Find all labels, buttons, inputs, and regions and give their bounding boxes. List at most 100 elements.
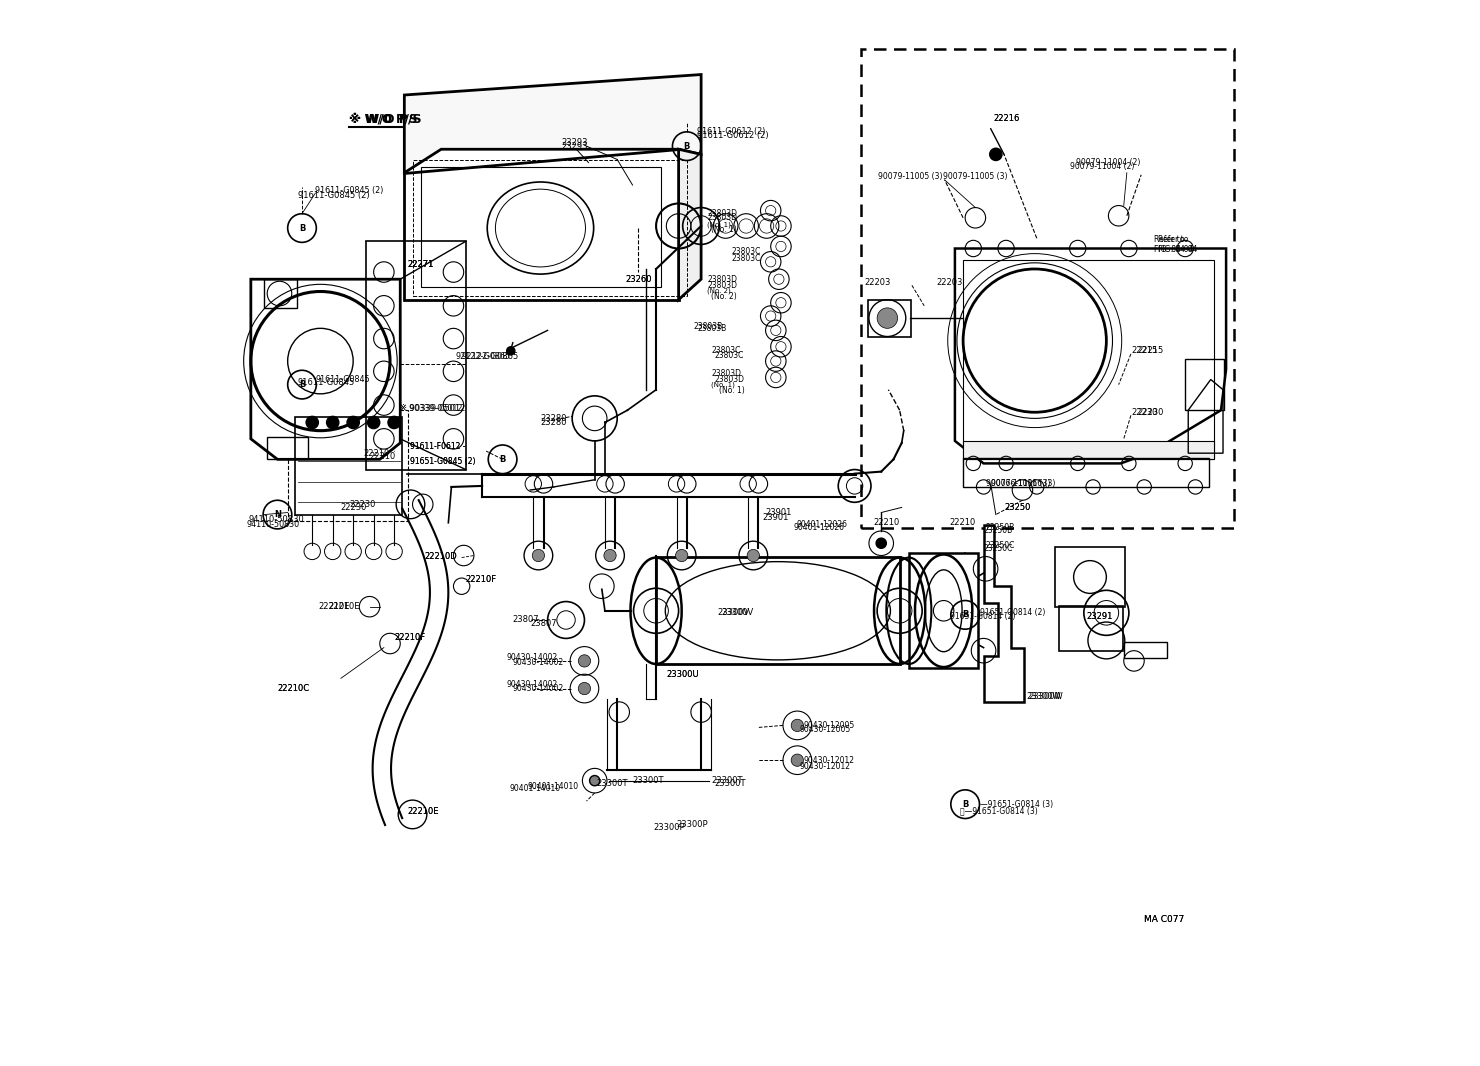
Text: 23901: 23901 bbox=[762, 513, 789, 522]
Text: 91611-G0612 (2): 91611-G0612 (2) bbox=[697, 127, 765, 136]
Text: 90430-14002: 90430-14002 bbox=[512, 684, 564, 693]
Text: ※ W/O P/S: ※ W/O P/S bbox=[349, 112, 422, 125]
Text: 23250: 23250 bbox=[1003, 503, 1030, 512]
Bar bbox=[963, 260, 1214, 459]
Text: 22230: 22230 bbox=[1137, 407, 1163, 417]
Text: 23291: 23291 bbox=[1086, 612, 1113, 621]
Text: 91611-F0612 -: 91611-F0612 - bbox=[410, 441, 466, 451]
Text: (No. 1): (No. 1) bbox=[712, 225, 737, 233]
Text: 90079-11005 (3): 90079-11005 (3) bbox=[878, 173, 943, 181]
Text: 94110-50830: 94110-50830 bbox=[247, 520, 300, 530]
Text: 22210: 22210 bbox=[873, 518, 900, 528]
Circle shape bbox=[792, 720, 804, 731]
Text: 90401-12026: 90401-12026 bbox=[793, 523, 844, 532]
Text: 23803B: 23803B bbox=[697, 324, 727, 333]
Text: 90401-14010: 90401-14010 bbox=[509, 785, 561, 793]
Text: 90076-11016 (3): 90076-11016 (3) bbox=[990, 480, 1055, 488]
Text: 23807: 23807 bbox=[530, 618, 556, 628]
Text: 90401-12026: 90401-12026 bbox=[796, 520, 847, 530]
Circle shape bbox=[579, 682, 591, 695]
Text: 22271: 22271 bbox=[407, 260, 434, 270]
Circle shape bbox=[327, 417, 339, 429]
Text: 23807: 23807 bbox=[512, 615, 539, 625]
Circle shape bbox=[367, 417, 380, 429]
Text: B: B bbox=[499, 455, 506, 464]
Text: 91611-F0612 -: 91611-F0612 - bbox=[410, 441, 466, 451]
Text: 90079-11005 (3): 90079-11005 (3) bbox=[943, 173, 1006, 181]
Text: 23250B: 23250B bbox=[984, 527, 1012, 535]
Text: 22210E: 22210E bbox=[329, 602, 360, 611]
Text: 94110-50830: 94110-50830 bbox=[249, 515, 305, 524]
Text: 23300P: 23300P bbox=[676, 820, 707, 829]
Bar bbox=[656, 556, 900, 664]
Text: 23803D: 23803D bbox=[707, 275, 737, 284]
Bar bbox=[263, 279, 297, 308]
Circle shape bbox=[675, 549, 688, 562]
Text: 23803D: 23803D bbox=[707, 213, 737, 223]
Text: B: B bbox=[684, 142, 690, 150]
Bar bbox=[295, 418, 403, 515]
Text: 23250C: 23250C bbox=[986, 540, 1015, 550]
Text: 23803D: 23803D bbox=[712, 369, 741, 377]
Text: 22210E: 22210E bbox=[407, 807, 440, 815]
Text: (No. 2): (No. 2) bbox=[712, 292, 737, 301]
Text: 90076-11016 (3): 90076-11016 (3) bbox=[986, 480, 1049, 488]
Text: 23803D: 23803D bbox=[707, 280, 737, 290]
Text: ※ 90339-05012: ※ 90339-05012 bbox=[400, 404, 466, 413]
Text: 91651-G0845 (2): 91651-G0845 (2) bbox=[410, 457, 477, 466]
Text: 23260: 23260 bbox=[626, 275, 651, 284]
Text: B: B bbox=[299, 224, 305, 232]
Text: 23803C: 23803C bbox=[715, 352, 744, 360]
Text: 22210F: 22210F bbox=[466, 575, 497, 583]
Text: (No. 2): (No. 2) bbox=[707, 287, 731, 294]
Text: 23291: 23291 bbox=[1086, 612, 1113, 621]
Text: 90401-14010: 90401-14010 bbox=[527, 782, 579, 791]
Circle shape bbox=[604, 549, 616, 562]
Text: 91611-G0845: 91611-G0845 bbox=[315, 375, 370, 384]
Text: 22215: 22215 bbox=[1137, 346, 1163, 355]
Text: 22210F: 22210F bbox=[394, 633, 425, 642]
Text: 90430-12012: 90430-12012 bbox=[804, 756, 854, 764]
Text: 22230: 22230 bbox=[340, 503, 367, 512]
Text: 92122-G0865: 92122-G0865 bbox=[456, 353, 511, 361]
Bar bbox=[420, 166, 662, 288]
Text: MA C077: MA C077 bbox=[1144, 916, 1184, 924]
Text: (No. 1): (No. 1) bbox=[707, 222, 731, 228]
Text: MA C077: MA C077 bbox=[1144, 916, 1184, 924]
Text: (No. 1): (No. 1) bbox=[712, 382, 736, 388]
Text: 23803C: 23803C bbox=[731, 247, 761, 256]
Text: 22210C: 22210C bbox=[277, 684, 309, 693]
Text: 90430-12012: 90430-12012 bbox=[799, 762, 851, 771]
Circle shape bbox=[579, 655, 591, 667]
Bar bbox=[268, 437, 308, 459]
Text: 22203: 22203 bbox=[937, 278, 963, 287]
Polygon shape bbox=[984, 524, 1024, 701]
Text: Refer to
FIG. 84-04: Refer to FIG. 84-04 bbox=[1154, 235, 1194, 254]
Text: 92122-G0865: 92122-G0865 bbox=[462, 353, 519, 361]
Circle shape bbox=[506, 346, 515, 355]
Text: 22215: 22215 bbox=[1131, 346, 1157, 355]
Circle shape bbox=[990, 148, 1002, 161]
Text: 23260: 23260 bbox=[626, 275, 651, 284]
Text: 23280: 23280 bbox=[540, 418, 567, 427]
Text: 22216: 22216 bbox=[993, 114, 1020, 123]
Text: 90079-11004 (2): 90079-11004 (2) bbox=[1076, 158, 1140, 167]
Polygon shape bbox=[404, 75, 702, 173]
Text: 23300U: 23300U bbox=[666, 669, 699, 679]
Text: 91611-G0845: 91611-G0845 bbox=[297, 378, 355, 387]
Text: B: B bbox=[962, 800, 968, 809]
Text: 23300V: 23300V bbox=[718, 609, 750, 617]
Text: 23300U: 23300U bbox=[666, 669, 699, 679]
Circle shape bbox=[533, 549, 545, 562]
Text: (No. 1): (No. 1) bbox=[718, 386, 744, 395]
Text: 23300T: 23300T bbox=[712, 776, 743, 786]
Text: 23300W: 23300W bbox=[1027, 692, 1061, 701]
Polygon shape bbox=[250, 279, 400, 459]
Text: ※ W/O P/S: ※ W/O P/S bbox=[349, 112, 417, 125]
Text: 22210F: 22210F bbox=[394, 633, 425, 642]
Text: 22271: 22271 bbox=[407, 260, 434, 270]
Bar bbox=[909, 553, 978, 668]
Text: 91651-G0845 (2): 91651-G0845 (2) bbox=[410, 457, 477, 466]
Bar bbox=[1055, 547, 1125, 607]
Text: Ⓑ—91651-G0814 (3): Ⓑ—91651-G0814 (3) bbox=[961, 807, 1037, 815]
